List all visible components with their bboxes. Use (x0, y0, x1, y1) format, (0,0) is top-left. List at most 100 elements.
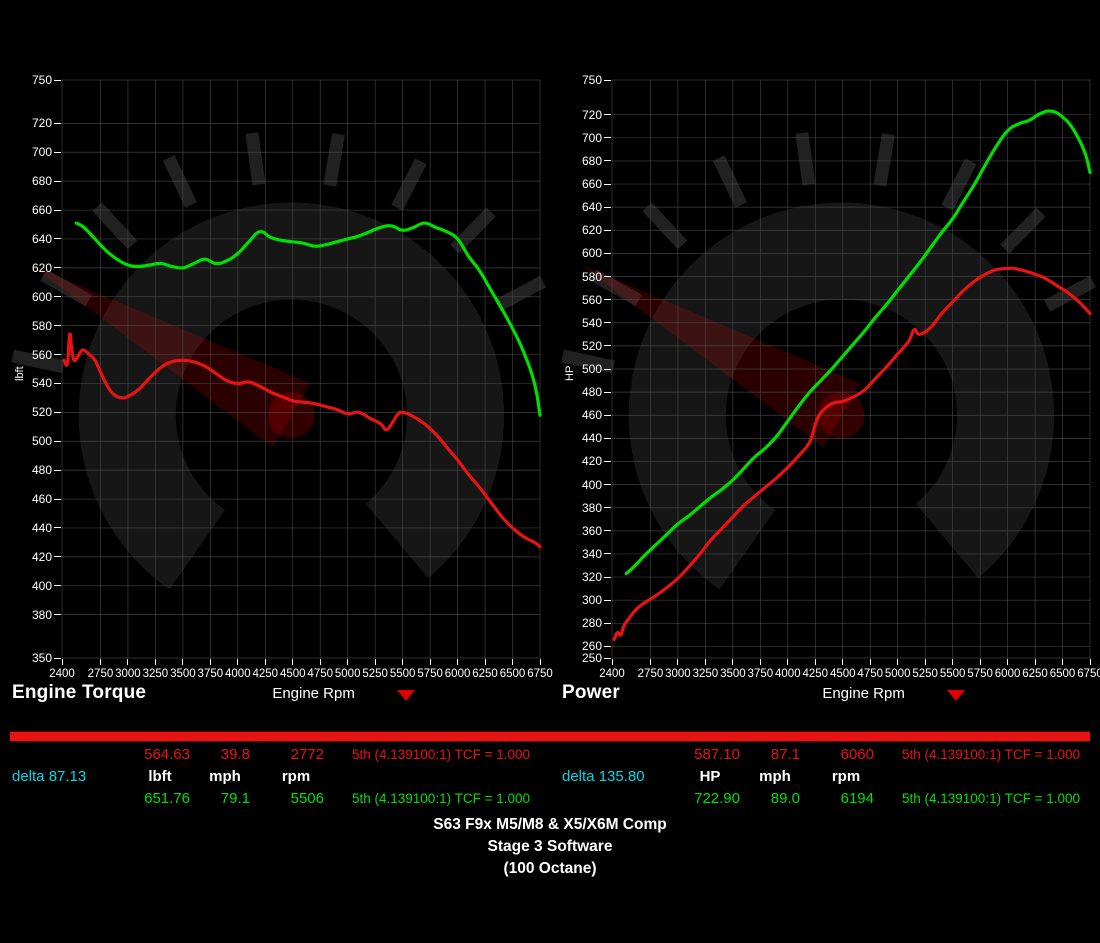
x-tick-label: 6000 (444, 668, 471, 680)
x-tick-mark (292, 659, 294, 665)
y-tick-mark (54, 411, 61, 413)
x-tick-mark (127, 659, 129, 665)
y-tick-label: 300 (581, 593, 602, 608)
y-tick-label: 440 (581, 431, 602, 446)
x-tick-mark (347, 659, 349, 665)
y-tick-mark (604, 299, 611, 301)
y-tick-label: 320 (581, 570, 602, 585)
plot-background-torque (62, 80, 540, 658)
plot-svg-torque (11, 79, 547, 659)
y-tick-label: 440 (31, 520, 52, 535)
x-tick-mark (649, 659, 651, 665)
x-tick-mark (611, 659, 613, 665)
x-tick-mark (1007, 659, 1009, 665)
x-tick-mark (704, 659, 706, 665)
plot-area-power[interactable] (561, 79, 1097, 659)
dropdown-triangle-icon-torque[interactable] (396, 690, 415, 701)
y-tick-mark (54, 585, 61, 587)
x-tick-label: 4500 (829, 668, 856, 680)
x-tick-label: 6250 (1022, 668, 1048, 680)
y-tick-label: 350 (31, 651, 52, 665)
x-tick-label: 2400 (599, 668, 625, 680)
y-tick-mark (604, 322, 611, 324)
x-tick-label: 5750 (417, 668, 443, 680)
y-tick-mark (604, 530, 611, 532)
dropdown-triangle-icon-power[interactable] (946, 690, 965, 701)
x-tick-mark (814, 659, 816, 665)
x-tick-label: 3250 (142, 668, 169, 680)
x-tick-mark (209, 659, 211, 665)
x-tick-label: 6500 (1049, 668, 1076, 680)
readout-red-rpm-power: 6060 (840, 746, 874, 763)
x-tick-label: 3000 (115, 668, 141, 680)
y-tick-label: 480 (31, 463, 52, 478)
y-tick-mark (604, 160, 611, 162)
readout-red-value-power: 587.10 (694, 746, 740, 763)
x-axis-label-power: Engine Rpm (822, 685, 905, 702)
separator-bar (10, 731, 1090, 742)
y-tick-label: 500 (31, 434, 52, 449)
x-tick-mark (512, 659, 514, 665)
y-tick-mark (604, 252, 611, 254)
y-tick-label: 380 (31, 607, 52, 622)
series-line-red (62, 332, 542, 549)
y-tick-mark (54, 614, 61, 616)
x-tick-mark (154, 659, 156, 665)
y-tick-label: 660 (581, 177, 602, 192)
charts-container: lbft 350 380 400 420 440 460 480 500 520 540 560 58… (11, 74, 1100, 703)
plot-area-torque[interactable] (11, 79, 547, 659)
y-tick-mark (54, 180, 61, 182)
x-tick-label: 4750 (857, 668, 884, 680)
y-tick-mark (604, 414, 611, 416)
x-tick-label: 3250 (692, 668, 719, 680)
y-tick-label: 250 (581, 651, 602, 665)
x-tick-mark (952, 659, 954, 665)
x-tick-label: 4250 (252, 668, 279, 680)
chart-title-power: Power (562, 682, 621, 703)
x-tick-mark (484, 659, 486, 665)
y-tick-label: 340 (581, 546, 602, 561)
readout-row-red-power: 587.10 87.1 6060 5th (4.139100:1) TCF = … (550, 744, 1100, 766)
y-tick-mark (604, 79, 611, 81)
x-tick-mark (402, 659, 404, 665)
series-line-green (74, 221, 542, 417)
readout-red-gear-power: 5th (4.139100:1) TCF = 1.000 (902, 747, 1080, 762)
footer-title-line1: S63 F9x M5/M8 & X5/X6M Comp (433, 816, 667, 833)
x-tick-label: 2750 (87, 668, 114, 680)
y-tick-mark (604, 576, 611, 578)
y-tick-label: 560 (581, 292, 602, 307)
y-tick-label: 620 (581, 223, 602, 238)
readout-green-rpm-power: 6194 (840, 790, 874, 807)
y-tick-mark (54, 238, 61, 240)
x-tick-mark (319, 659, 321, 665)
x-tick-label: 2400 (49, 668, 75, 680)
y-tick-label: 420 (31, 549, 52, 564)
y-tick-label: 720 (31, 116, 52, 131)
readout-delta-torque: delta 87.13 (12, 768, 87, 785)
y-tick-label: 720 (581, 107, 602, 122)
x-tick-label: 6000 (994, 668, 1021, 680)
x-axis-label-torque: Engine Rpm (272, 685, 355, 702)
y-tick-label: 460 (31, 492, 52, 507)
readout-delta-power: delta 135.80 (562, 768, 645, 785)
y-tick-label: 280 (581, 616, 602, 631)
readout-unit-value-torque: lbft (148, 768, 172, 785)
y-tick-mark (604, 622, 611, 624)
x-tick-mark (732, 659, 734, 665)
y-tick-mark (604, 437, 611, 439)
y-tick-label: 660 (31, 203, 52, 218)
x-tick-mark (924, 659, 926, 665)
y-tick-mark (54, 354, 61, 356)
x-tick-label: 3500 (170, 668, 196, 680)
readout-row-green-torque: 651.76 79.1 5506 5th (4.139100:1) TCF = … (0, 788, 550, 810)
readout-row-green-power: 722.90 89.0 6194 5th (4.139100:1) TCF = … (550, 788, 1100, 810)
y-axis-label-power: HP (564, 365, 576, 381)
y-tick-label: 640 (31, 231, 52, 246)
chart-title-torque: Engine Torque (12, 682, 147, 703)
y-tick-label: 520 (31, 405, 52, 420)
footer-title-line3: (100 Octane) (503, 860, 597, 877)
y-tick-mark (54, 267, 61, 269)
y-tick-mark (54, 296, 61, 298)
x-tick-label: 5500 (389, 668, 416, 680)
y-tick-mark (604, 645, 611, 647)
